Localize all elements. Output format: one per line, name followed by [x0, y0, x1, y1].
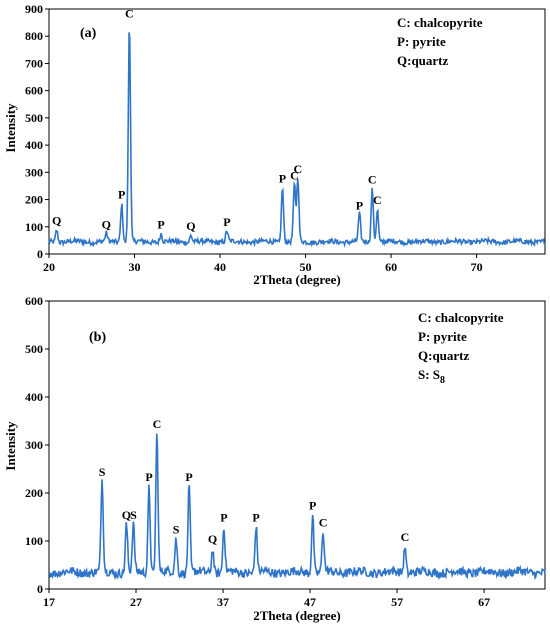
panel-b-y-tick-label: 500 — [25, 342, 43, 356]
panel-b-x-tick-label: 67 — [478, 595, 490, 609]
panel-b-y-tick-label: 300 — [25, 438, 43, 452]
panel-b-legend-item-4: S: S8 — [418, 367, 445, 386]
panel-b-x-tick-label: 47 — [304, 595, 316, 609]
panel-b-legend-item-2: P: pyrite — [418, 329, 467, 344]
panel-a-x-tick-label: 40 — [214, 260, 226, 274]
panel-b-y-axis-title: Intensity — [3, 421, 18, 471]
panel-a-peak-label-c: C — [290, 169, 299, 183]
panel-b-peak-label-s: S — [173, 523, 180, 537]
panel-b-legend-item-4-text: S: S — [418, 367, 440, 382]
panel-a-y-tick-label: 600 — [25, 84, 43, 98]
panel-a-x-tick-label: 20 — [43, 260, 55, 274]
panel-a-peak-label-p: P — [356, 199, 363, 213]
panel-a-legend-item-1: C: chalcopyrite — [397, 15, 483, 30]
panel-b-peak-label-p: P — [185, 470, 192, 484]
panel-b-peak-label-p: P — [309, 499, 316, 513]
panel-a-frame — [48, 8, 546, 255]
panel-b-peak-label-c: C — [319, 515, 328, 529]
panel-a-peak-label-c: C — [294, 162, 303, 176]
panel-b-x-tick-label: 17 — [43, 595, 55, 609]
panel-a-peak-label-q: Q — [186, 219, 195, 233]
panel-b-legend-item-1: C: chalcopyrite — [418, 310, 504, 325]
panel-a: (a) C: chalcopyrite P: pyrite Q:quartz I… — [3, 2, 546, 287]
panel-a-y-tick-label: 100 — [25, 220, 43, 234]
panel-a-y-tick-label: 900 — [25, 2, 43, 16]
panel-b: (b) C: chalcopyrite P: pyrite Q:quartz S… — [3, 294, 546, 623]
panel-b-x-tick-label: 37 — [217, 595, 229, 609]
panel-a-y-tick-label: 700 — [25, 56, 43, 70]
panel-b-x-tick-label: 27 — [130, 595, 142, 609]
panel-b-peak-label-p: P — [145, 470, 152, 484]
panel-a-y-tick-label: 200 — [25, 193, 43, 207]
panel-b-label: (b) — [89, 330, 106, 345]
panel-a-peak-label-p: P — [157, 218, 164, 232]
panel-b-y-tick-label: 100 — [25, 534, 43, 548]
panel-b-peak-label-c: C — [153, 417, 162, 431]
panel-b-peak-label-p: P — [252, 511, 259, 525]
panel-a-y-tick-label: 0 — [37, 247, 43, 261]
panel-a-peak-label-p: P — [279, 171, 286, 185]
panel-b-peak-label-q: Q — [122, 508, 131, 522]
panel-a-peak-label-q: Q — [102, 218, 111, 232]
panel-b-y-tick-label: 0 — [37, 582, 43, 596]
panel-a-peak-label-c: C — [368, 173, 377, 187]
panel-b-y-tick-label: 600 — [25, 294, 43, 308]
panel-a-y-tick-label: 500 — [25, 111, 43, 125]
panel-a-legend-item-2: P: pyrite — [397, 34, 446, 49]
panel-a-y-axis-title: Intensity — [3, 103, 18, 153]
panel-a-peak-label-c: C — [373, 193, 382, 207]
panel-b-legend-item-4-subscript: 8 — [440, 375, 445, 386]
panel-b-peak-label-s: S — [99, 465, 106, 479]
panel-b-x-tick-label: 57 — [391, 595, 403, 609]
panel-a-legend-item-3: Q:quartz — [397, 53, 449, 68]
panel-a-y-tick-label: 300 — [25, 165, 43, 179]
panel-b-peak-label-c: C — [401, 530, 410, 544]
panel-a-x-tick-label: 70 — [471, 260, 483, 274]
panel-b-xrd-series-line — [48, 433, 546, 581]
panel-b-y-tick-label: 400 — [25, 390, 43, 404]
panel-a-y-tick-label: 800 — [25, 29, 43, 43]
panel-b-x-axis-title: 2Theta (degree) — [253, 608, 340, 623]
panel-b-legend-item-3: Q:quartz — [418, 348, 470, 363]
panel-a-peak-label-p: P — [118, 188, 125, 202]
panel-b-peak-label-q: Q — [208, 532, 217, 546]
panel-b-peak-label-p: P — [220, 511, 227, 525]
panel-a-x-axis-title: 2Theta (degree) — [253, 272, 340, 287]
panel-b-frame — [48, 300, 546, 590]
panel-a-x-tick-label: 30 — [129, 260, 141, 274]
panel-a-xrd-series-line — [48, 32, 546, 248]
panel-a-peak-label-p: P — [223, 215, 230, 229]
panel-b-peak-label-s: S — [130, 508, 137, 522]
panel-b-y-tick-label: 200 — [25, 486, 43, 500]
panel-a-x-tick-label: 60 — [385, 260, 397, 274]
panel-a-x-tick-label: 50 — [300, 260, 312, 274]
panel-a-peak-label-q: Q — [52, 214, 61, 228]
panel-a-label: (a) — [80, 26, 97, 41]
panel-a-peak-label-c: C — [125, 7, 134, 21]
panel-a-y-tick-label: 400 — [25, 138, 43, 152]
